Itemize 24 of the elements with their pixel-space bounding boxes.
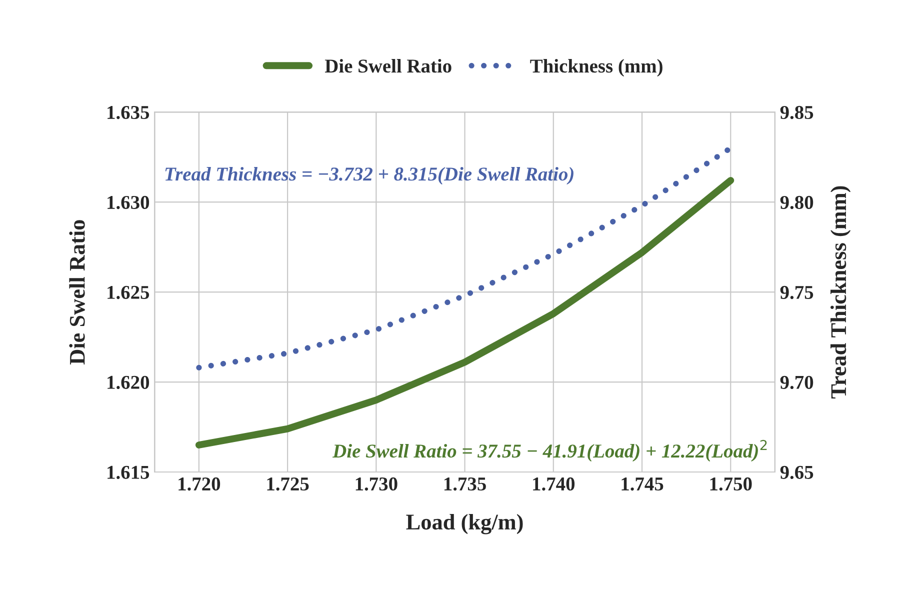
y2-tick-label: 9.70 [780,376,814,390]
x-axis-title: Load (kg/m) [406,514,523,534]
y-axis-title: Die Swell Ratio [69,220,85,364]
y2-tick-label: 9.80 [780,196,814,210]
y2-tick-label: 9.75 [780,286,814,300]
y-tick-label: 1.615 [108,466,150,480]
y2-axis-title: Tread Thickness (mm) [830,186,851,399]
legend-label: Die Swell Ratio [324,58,452,73]
legend-label: Thickness (mm) [530,58,662,77]
x-tick-label: 1.720 [178,477,220,491]
annotation: Die Swell Ratio = 37.55 − 41.91(Load) + 12.22(Load)$^{2}$ [332,440,767,462]
x-tick-label: 1.725 [267,477,309,491]
y2-tick-label: 9.65 [780,466,814,480]
x-tick-label: 1.745 [622,478,664,491]
y-tick-label: 1.625 [108,286,150,300]
x-tick-label: 1.735 [444,477,486,491]
y-tick-label: 1.635 [108,106,150,120]
annotation: Tread Thickness = −3.732 + 8.315(Die Swell Ratio) [165,166,574,185]
x-tick-label: 1.740 [533,477,575,491]
y-tick-label: 1.630 [108,196,150,210]
y2-tick-label: 9.85 [780,106,814,120]
x-tick-label: 1.750 [710,477,752,491]
x-tick-label: 1.730 [356,477,398,491]
y-tick-label: 1.620 [108,376,150,390]
